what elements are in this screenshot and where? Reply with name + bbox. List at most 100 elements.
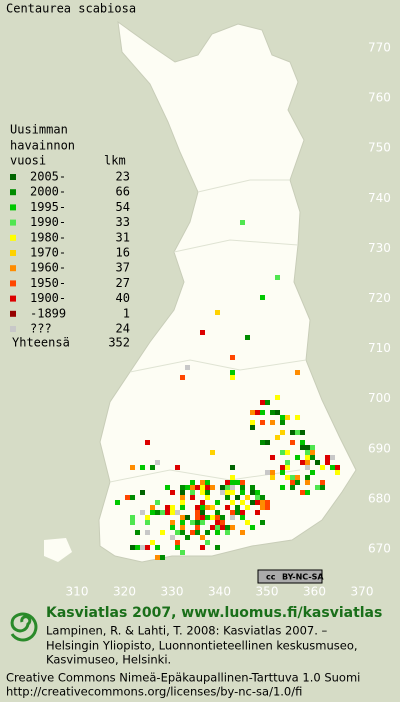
observation-square	[290, 485, 295, 490]
observation-square	[225, 505, 230, 510]
observation-square	[220, 515, 225, 520]
observation-square	[155, 460, 160, 465]
observation-square	[150, 465, 155, 470]
license-badge: cc BY-NC-SA	[257, 569, 324, 584]
observation-square	[305, 450, 310, 455]
observation-square	[145, 545, 150, 550]
observation-square	[310, 445, 315, 450]
observation-square	[225, 485, 230, 490]
legend-label: 1990-	[30, 215, 66, 229]
license-url: http://creativecommons.org/licenses/by-n…	[6, 685, 302, 699]
legend-count: 33	[116, 215, 130, 229]
legend-swatch	[10, 280, 16, 287]
legend-label: 1900-	[30, 291, 66, 305]
observation-square	[305, 445, 310, 450]
observation-square	[180, 515, 185, 520]
legend-label: 2000-	[30, 185, 66, 199]
observation-square	[285, 450, 290, 455]
observation-square	[300, 490, 305, 495]
observation-square	[205, 540, 210, 545]
observation-square	[200, 535, 205, 540]
observation-square	[235, 495, 240, 500]
observation-square	[200, 520, 205, 525]
observation-square	[185, 365, 190, 370]
observation-square	[245, 505, 250, 510]
observation-square	[190, 490, 195, 495]
legend-swatch	[10, 234, 16, 241]
observation-square	[180, 485, 185, 490]
observation-square	[180, 505, 185, 510]
observation-square	[280, 470, 285, 475]
logo	[10, 612, 38, 642]
observation-square	[215, 545, 220, 550]
observation-square	[230, 355, 235, 360]
observation-square	[215, 515, 220, 520]
observation-square	[250, 410, 255, 415]
legend-label: 1960-	[30, 261, 66, 275]
observation-square	[130, 545, 135, 550]
x-grid-label: 340	[208, 585, 231, 599]
x-grid-label: 350	[256, 585, 279, 599]
y-grid-label: 740	[368, 191, 391, 205]
observation-square	[240, 220, 245, 225]
observation-square	[155, 555, 160, 560]
observation-square	[280, 415, 285, 420]
observation-square	[270, 410, 275, 415]
legend-swatch	[10, 219, 16, 226]
observation-square	[250, 525, 255, 530]
observation-square	[335, 470, 340, 475]
observation-square	[150, 540, 155, 545]
observation-square	[225, 530, 230, 535]
observation-square	[270, 455, 275, 460]
legend-header: lkm	[104, 154, 126, 168]
observation-square	[280, 430, 285, 435]
observation-square	[180, 530, 185, 535]
observation-square	[295, 480, 300, 485]
observation-square	[225, 495, 230, 500]
observation-square	[275, 410, 280, 415]
observation-square	[205, 480, 210, 485]
observation-square	[305, 455, 310, 460]
observation-square	[155, 510, 160, 515]
observation-square	[180, 490, 185, 495]
observation-square	[220, 485, 225, 490]
observation-square	[310, 470, 315, 475]
observation-square	[195, 520, 200, 525]
citation: Helsingin Yliopisto, Luonnontieteellinen…	[46, 639, 358, 653]
observation-square	[255, 500, 260, 505]
observation-square	[170, 510, 175, 515]
observation-square	[205, 515, 210, 520]
observation-square	[190, 485, 195, 490]
observation-squares	[115, 220, 340, 560]
observation-square	[290, 480, 295, 485]
observation-square	[235, 480, 240, 485]
observation-square	[220, 490, 225, 495]
x-grid-label: 370	[351, 585, 374, 599]
legend-label: -1899	[30, 306, 66, 320]
observation-square	[255, 490, 260, 495]
observation-square	[240, 480, 245, 485]
observation-square	[225, 490, 230, 495]
observation-square	[305, 490, 310, 495]
observation-square	[200, 545, 205, 550]
observation-square	[175, 530, 180, 535]
total-count: 352	[108, 336, 130, 350]
legend-count: 1	[123, 306, 130, 320]
observation-square	[275, 275, 280, 280]
observation-square	[270, 475, 275, 480]
observation-square	[305, 480, 310, 485]
badge-text: BY-NC-SA	[282, 573, 324, 582]
observation-square	[130, 465, 135, 470]
observation-square	[180, 520, 185, 525]
observation-square	[145, 515, 150, 520]
legend-label: 1970-	[30, 246, 66, 260]
observation-square	[300, 460, 305, 465]
observation-square	[185, 485, 190, 490]
license-text: Creative Commons Nimeä-Epäkaupallinen-Ta…	[6, 671, 360, 685]
legend-count: 37	[116, 261, 130, 275]
observation-square	[180, 375, 185, 380]
observation-square	[160, 530, 165, 535]
observation-square	[200, 500, 205, 505]
observation-square	[295, 415, 300, 420]
observation-square	[230, 490, 235, 495]
